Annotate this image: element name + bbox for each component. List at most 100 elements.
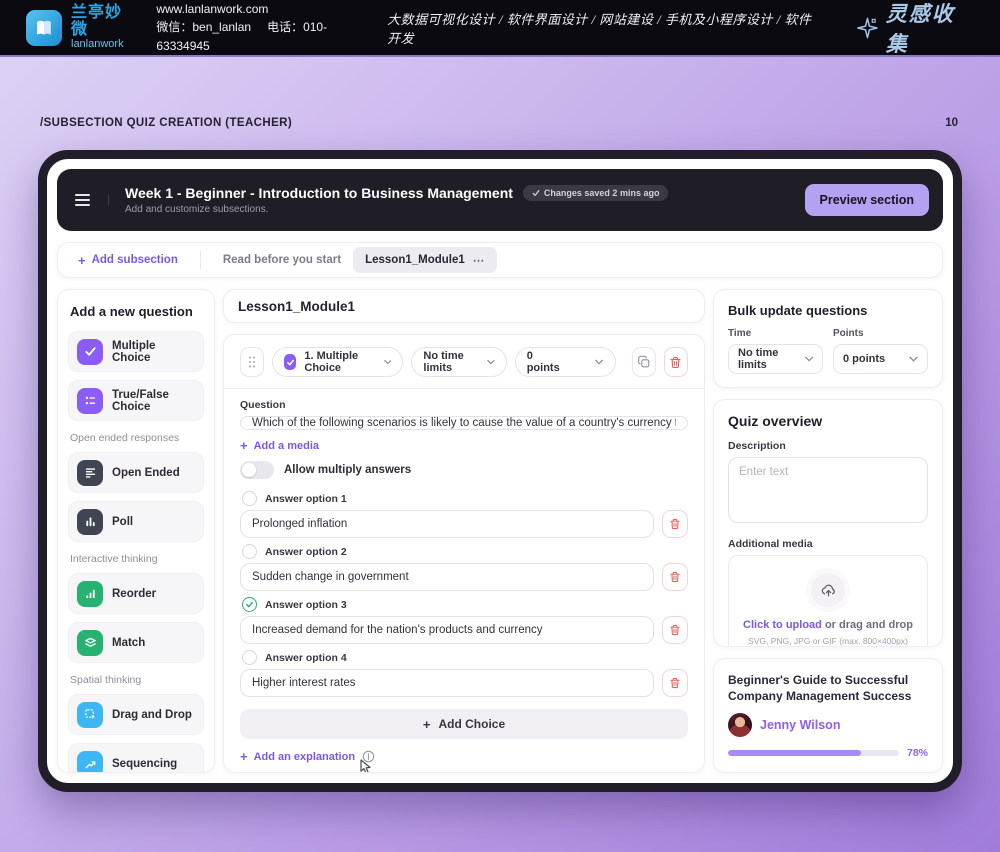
chevron-down-icon [595,359,604,365]
checkbox-check-icon [284,354,297,370]
answer-radio[interactable] [242,491,257,506]
answer-input[interactable] [240,616,655,644]
delete-option-button[interactable] [662,616,688,644]
time-limit-select[interactable]: No time limits [411,347,507,377]
progress-fill [728,750,862,756]
answer-radio-selected[interactable] [242,597,257,612]
question-card: 1. Multiple Choice No time limits 0 poin… [223,334,705,773]
media-upload-dropzone[interactable]: Click to upload or drag and drop SVG, PN… [728,555,928,646]
sidebar-heading: Add a new question [70,304,193,319]
divider [224,388,704,389]
bulk-points-select[interactable]: 0 points [833,344,928,374]
brand-name-en: lanlanwork [71,37,124,50]
divider [199,251,201,269]
delete-option-button[interactable] [662,563,688,591]
slide-title: /SUBSECTION QUIZ CREATION (TEACHER) [40,117,293,129]
progress-bar [728,750,899,756]
course-progress-card: Beginner's Guide to Successful Company M… [713,657,943,773]
duplicate-question-button[interactable] [631,347,656,377]
overview-heading: Quiz overview [728,413,823,429]
bulk-time-select[interactable]: No time limits [728,344,823,374]
plus-icon: + [240,438,248,453]
check-icon [246,601,253,608]
tab-lesson1-module1[interactable]: Lesson1_Module1 ⋯ [353,247,498,273]
answer-input[interactable] [240,510,655,538]
answer-input[interactable] [240,563,655,591]
allow-multiple-label: Allow multiply answers [284,464,412,476]
subsection-tabbar: + Add subsection Read before you start L… [57,242,943,278]
book-logo-icon [26,9,62,46]
question-type-match[interactable]: Match [68,622,204,663]
delete-option-button[interactable] [662,669,688,697]
click-to-upload-link[interactable]: Click to upload [743,619,822,631]
answer-radio[interactable] [242,544,257,559]
question-type-true-false[interactable]: True/False Choice [68,380,204,421]
layers-icon [77,629,103,656]
answer-option-correct: Answer option 3 [240,593,688,644]
preview-section-button[interactable]: Preview section [804,184,929,216]
chevron-down-icon [487,359,495,365]
group-label-open-ended: Open ended responses [70,432,180,444]
question-type-select[interactable]: 1. Multiple Choice [272,347,404,377]
section-topbar: Week 1 - Beginner - Introduction to Busi… [57,169,943,231]
question-type-sequencing[interactable]: Sequencing [68,743,204,772]
chevron-down-icon [804,356,813,362]
tab-overflow-icon[interactable]: ⋯ [472,255,486,267]
question-input[interactable] [240,416,688,430]
answer-option: Answer option 2 [240,540,688,591]
right-panel: Bulk update questions Time No time limit… [713,289,943,773]
section-title: Week 1 - Beginner - Introduction to Busi… [125,185,513,201]
trash-icon [670,356,681,368]
delete-question-button[interactable] [663,347,688,377]
plus-icon: + [78,252,86,268]
description-label: Description [728,440,786,452]
check-icon [532,189,540,197]
tab-read-before-you-start[interactable]: Read before you start [222,254,342,266]
services-list: 大数据可视化设计 / 软件界面设计 / 网站建设 / 手机及小程序设计 / 软件… [387,11,812,46]
cloud-upload-icon [811,573,845,607]
chevron-down-icon [909,356,918,362]
info-icon[interactable] [362,750,375,763]
brand-name-zh: 兰亭妙微 [71,3,123,38]
question-type-poll[interactable]: Poll [68,501,204,542]
question-type-drag-and-drop[interactable]: Drag and Drop [68,694,204,735]
add-choice-button[interactable]: + Add Choice [240,709,688,739]
avatar [728,713,752,737]
add-media-link[interactable]: + Add a media [240,438,319,453]
answer-radio[interactable] [242,650,257,665]
list-icon [77,387,103,414]
description-textarea[interactable] [728,457,928,523]
allow-multiple-toggle[interactable] [240,461,274,479]
question-editor: Lesson1_Module1 1. Multipl [223,289,705,773]
author-name[interactable]: Jenny Wilson [760,718,841,732]
question-type-reorder[interactable]: Reorder [68,573,204,614]
points-select[interactable]: 0 points [514,347,616,377]
bars-ascending-icon [77,580,103,607]
chevron-down-icon [383,359,392,365]
module-title-field[interactable]: Lesson1_Module1 [223,289,705,323]
collection-brand: 灵感收集 [855,0,974,58]
contact-info: www.lanlanwork.com 微信：ben_lanlan 电话：010-6… [156,0,387,55]
checkbox-check-icon [77,338,103,365]
menu-icon[interactable] [69,194,109,206]
trash-icon [670,571,680,583]
answer-input[interactable] [240,669,655,697]
plus-icon: + [240,749,248,764]
trash-icon [670,624,680,636]
copy-icon [637,355,650,368]
question-type-sidebar: Add a new question Multiple Choice True/… [57,289,215,773]
group-label-interactive: Interactive thinking [70,553,158,565]
saved-status-badge: Changes saved 2 mins ago [522,185,669,201]
phone-number: 电话：010-63334945 [156,20,328,53]
add-subsection-button[interactable]: + Add subsection [78,252,178,268]
trash-icon [670,677,680,689]
delete-option-button[interactable] [662,510,688,538]
wechat-id: 微信：ben_lanlan [156,20,252,35]
plus-icon: + [422,716,431,732]
question-type-multiple-choice[interactable]: Multiple Choice [68,331,204,372]
question-type-open-ended[interactable]: Open Ended [68,452,204,493]
add-explanation-link[interactable]: + Add an explanation [240,749,356,764]
upload-hint: SVG, PNG, JPG or GIF (max. 800×400px) [748,636,908,646]
answer-option: Answer option 4 [240,646,688,697]
drag-handle-icon[interactable] [240,347,265,377]
